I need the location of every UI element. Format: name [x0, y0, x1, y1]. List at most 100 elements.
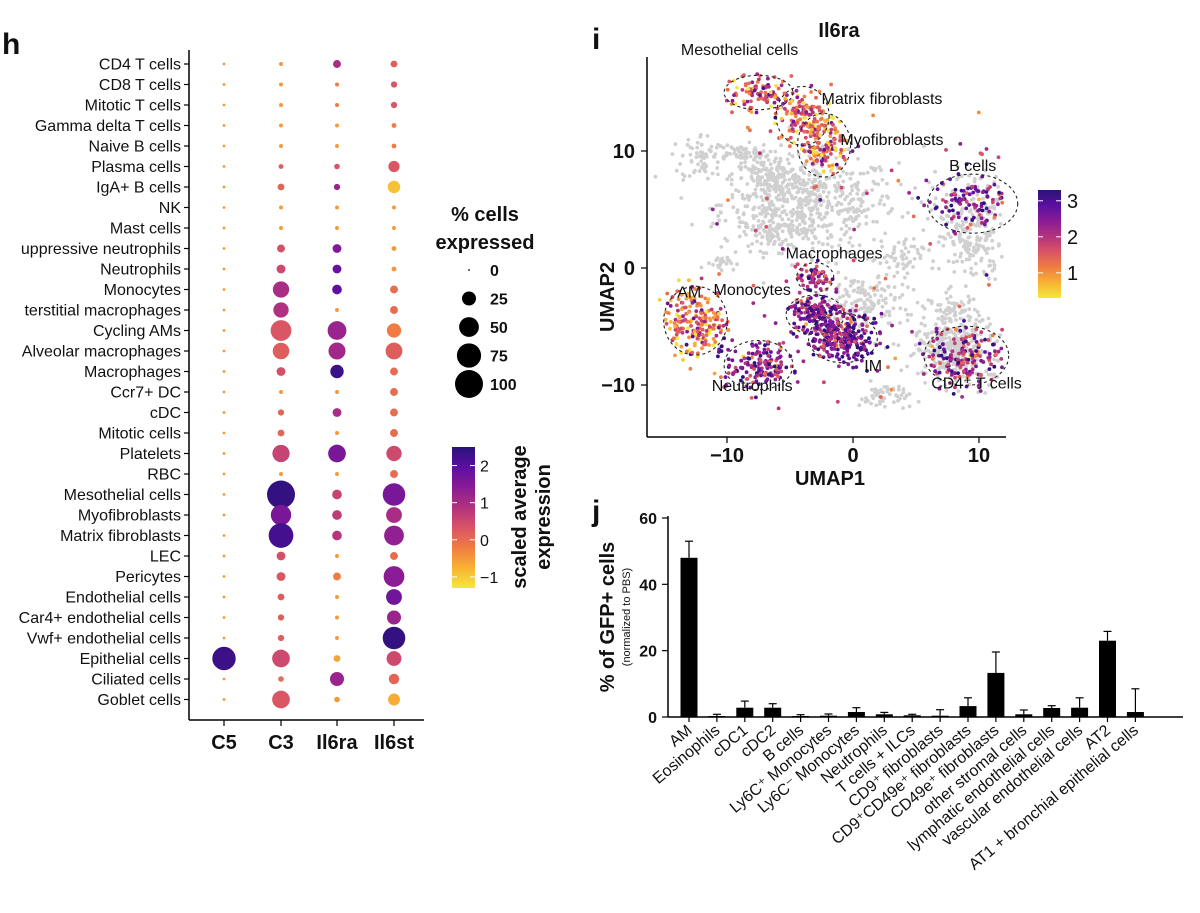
umap-point [758, 169, 763, 174]
umap-point [854, 299, 859, 304]
umap-point [733, 349, 738, 354]
umap-point [901, 406, 905, 410]
umap-cluster-label: Myofibroblasts [840, 132, 943, 149]
umap-point [981, 245, 986, 250]
umap-point [703, 339, 708, 343]
umap-point [940, 315, 945, 319]
umap-point [967, 307, 972, 312]
umap-point [725, 87, 730, 92]
umap-point [958, 142, 963, 146]
umap-point [831, 122, 835, 127]
umap-point [998, 333, 1003, 337]
umap-point [756, 174, 761, 179]
umap-point [729, 182, 734, 187]
umap-point [756, 382, 761, 387]
umap-point [766, 158, 771, 162]
umap-point [951, 260, 956, 265]
umap-point [751, 224, 756, 229]
umap-point [915, 247, 920, 252]
dotplot-row-label: Alveolar macrophages [22, 344, 181, 361]
umap-point [850, 149, 855, 154]
umap-point [956, 389, 961, 393]
umap-point [991, 200, 995, 205]
umap-point [810, 274, 815, 279]
umap-point [739, 165, 744, 170]
umap-point [789, 227, 794, 232]
umap-point [705, 176, 710, 181]
dotplot-row-label: Epithelial cells [80, 651, 181, 668]
umap-point [897, 384, 901, 389]
umap-point [888, 254, 893, 259]
umap-point [805, 124, 810, 129]
umap-point [815, 211, 820, 216]
dotplot-dot [279, 205, 283, 210]
umap-point [845, 316, 850, 321]
umap-point [943, 383, 948, 388]
dotplot-row-label: Pericytes [115, 569, 181, 586]
umap-point [744, 222, 749, 227]
umap-point [836, 181, 840, 185]
umap-point [825, 333, 830, 337]
umap-point [926, 349, 931, 353]
umap-point [863, 208, 867, 213]
umap-point [919, 321, 924, 326]
dotplot-row-label: LEC [150, 549, 181, 566]
umap-colorbar-ticks: 123 [1038, 191, 1078, 285]
dotplot-row-label: Macrophages [84, 364, 181, 381]
umap-point [752, 88, 757, 93]
umap-point [860, 280, 865, 285]
umap-point [718, 210, 723, 215]
umap-point [837, 166, 842, 171]
umap-cluster-outlines [663, 74, 1019, 391]
umap-point [751, 192, 756, 197]
umap-point [869, 330, 874, 335]
umap-point [984, 235, 989, 240]
bar [1015, 714, 1033, 717]
umap-point [711, 221, 715, 226]
umap-point [835, 210, 840, 214]
umap-point [750, 93, 755, 98]
umap-point [774, 213, 778, 218]
umap-point [802, 94, 807, 99]
dotplot-dot [335, 226, 339, 230]
umap-point [979, 256, 984, 261]
umap-point [845, 138, 850, 143]
dotplot-dot [328, 444, 346, 463]
umap-point [781, 340, 786, 345]
dotplot-dot [390, 81, 398, 88]
umap-point [837, 282, 842, 287]
size-legend-label: 50 [490, 320, 508, 337]
umap-point [816, 270, 821, 275]
umap-point [854, 331, 858, 336]
umap-point [970, 353, 975, 358]
umap-point [680, 172, 685, 177]
umap-point [804, 234, 808, 238]
umap-point [754, 343, 758, 347]
umap-point [789, 232, 793, 236]
umap-point [786, 171, 790, 175]
umap-point [722, 336, 726, 341]
umap-point [990, 238, 995, 243]
dotplot-dot [335, 123, 339, 128]
umap-point [892, 245, 897, 249]
umap-point [822, 338, 826, 343]
umap-point [769, 350, 773, 354]
umap-point [950, 198, 954, 202]
size-legend-title-1: % cells [451, 204, 519, 226]
umap-point [979, 338, 984, 343]
dotplot-dot [222, 472, 226, 476]
umap-point [865, 191, 869, 196]
umap-point [787, 161, 791, 166]
umap-point [693, 287, 697, 291]
umap-point [792, 321, 797, 326]
umap-point [742, 356, 747, 361]
umap-point [787, 152, 792, 156]
umap-point [809, 83, 814, 88]
umap-point [768, 129, 773, 134]
dotplot-row-label: Vwf+ endothelial cells [27, 631, 181, 648]
umap-point [707, 331, 712, 336]
umap-point [796, 349, 800, 354]
umap-point [775, 234, 780, 239]
umap-point [750, 351, 755, 356]
umap-point [779, 191, 783, 196]
